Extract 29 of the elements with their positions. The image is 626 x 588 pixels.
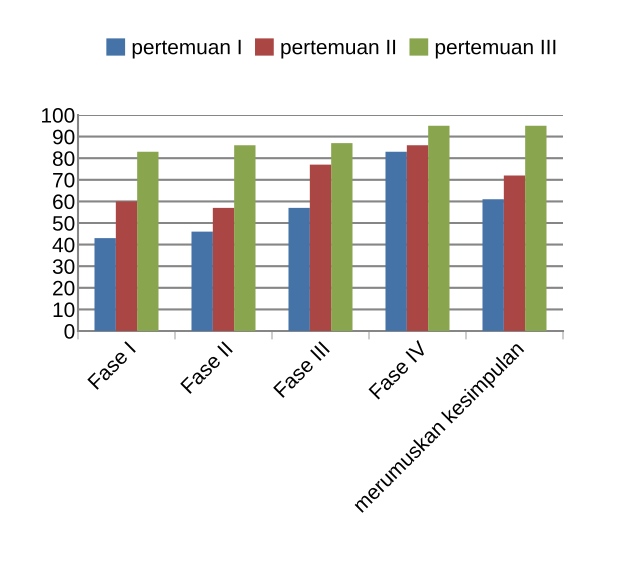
bar	[482, 199, 504, 331]
bar	[310, 164, 332, 331]
bar	[288, 208, 310, 331]
y-tick-label: 50	[52, 216, 74, 231]
y-tick-label: 20	[53, 280, 74, 296]
y-tick-label: 100	[42, 108, 74, 123]
y-tick-label: 40	[52, 238, 74, 252]
y-tick-label: 70	[53, 172, 74, 188]
bar	[525, 126, 547, 331]
bar	[504, 175, 526, 331]
legend-label: pertemuan III	[436, 40, 556, 58]
bar	[331, 143, 353, 331]
y-tick-label: 30	[52, 259, 74, 274]
y-tick-label: 0	[64, 324, 74, 339]
bar	[116, 201, 138, 331]
bar	[385, 152, 407, 331]
bar	[212, 208, 234, 331]
bar	[406, 145, 428, 331]
legend-label: pertemuan II	[281, 40, 396, 58]
bar	[234, 145, 256, 331]
y-tick-label: 80	[52, 151, 74, 166]
y-tick-label: 90	[53, 130, 74, 144]
bar	[428, 126, 450, 331]
bar	[94, 238, 116, 331]
y-tick-label: 10	[54, 302, 74, 318]
bar	[137, 152, 159, 331]
bar	[191, 232, 213, 331]
y-tick-label: 60	[53, 194, 74, 210]
legend-label: pertemuan I	[132, 40, 241, 58]
